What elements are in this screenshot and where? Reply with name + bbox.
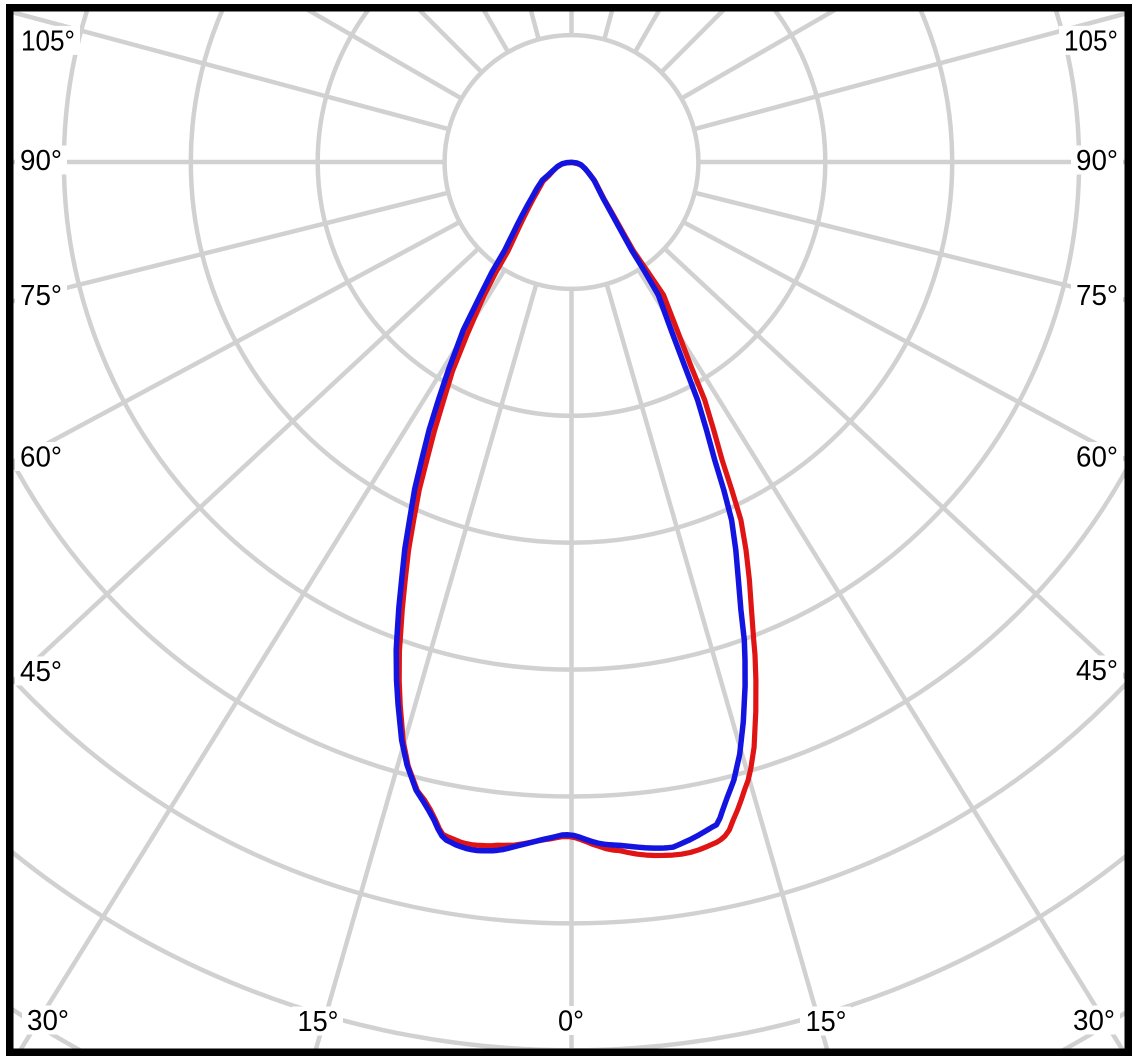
svg-text:15°: 15° <box>298 1006 339 1038</box>
svg-text:75°: 75° <box>20 280 62 312</box>
svg-text:45°: 45° <box>20 656 62 688</box>
svg-text:15°: 15° <box>806 1006 847 1038</box>
svg-text:90°: 90° <box>1076 145 1118 177</box>
svg-text:30°: 30° <box>27 1005 69 1037</box>
svg-text:105°: 105° <box>1064 25 1118 57</box>
svg-text:30°: 30° <box>1073 1005 1115 1037</box>
svg-text:0°: 0° <box>558 1006 584 1038</box>
svg-text:60°: 60° <box>20 442 62 474</box>
svg-text:60°: 60° <box>1076 442 1118 474</box>
svg-text:90°: 90° <box>20 145 62 177</box>
svg-text:75°: 75° <box>1076 280 1118 312</box>
svg-text:45°: 45° <box>1076 655 1118 687</box>
svg-text:105°: 105° <box>21 25 75 57</box>
